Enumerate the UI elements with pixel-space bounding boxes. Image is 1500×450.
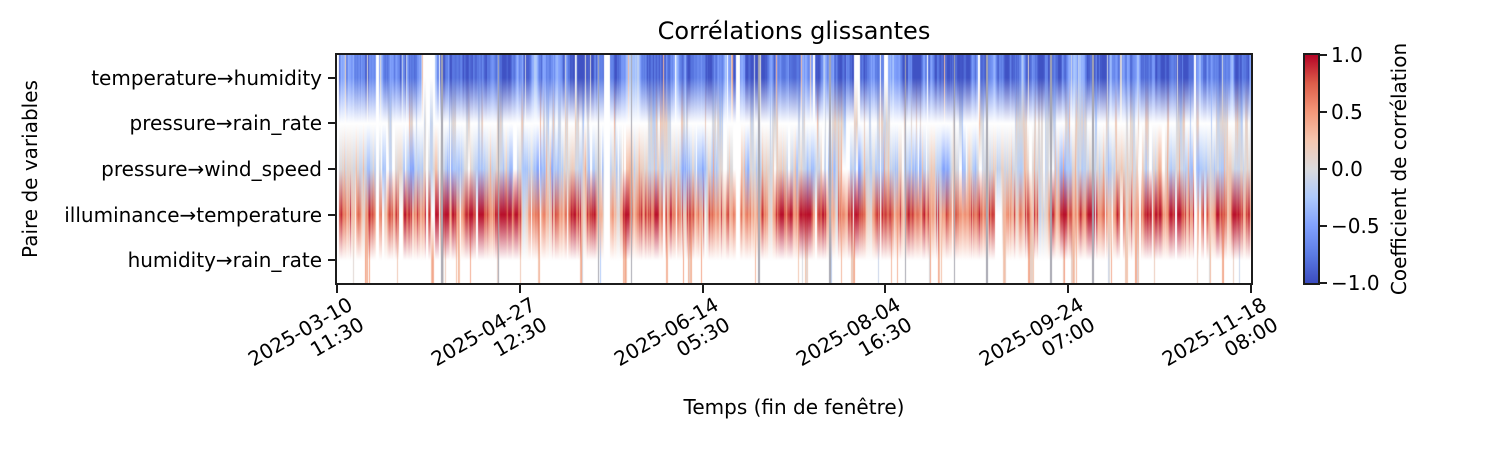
y-tick-mark [328,122,335,125]
colorbar-tick-label: −1.0 [1331,271,1380,295]
colorbar-label: Coefficient de corrélation [1387,42,1411,296]
colorbar-gradient [1305,55,1318,283]
x-tick-label: 2025-06-14 05:30 [520,292,733,443]
heatmap-plot-area [335,53,1253,285]
colorbar-tick-mark [1320,225,1327,227]
colorbar-tick-mark [1320,111,1327,113]
colorbar-tick-mark [1320,282,1327,284]
x-tick-label: 2025-08-04 16:30 [703,292,916,443]
colorbar-tick-mark [1320,54,1327,56]
heatmap-canvas [337,55,1251,283]
x-tick-label: 2025-03-10 11:30 [154,292,368,443]
y-tick-label: humidity→rain_rate [127,248,322,273]
x-tick-mark [1067,285,1070,293]
x-tick-label: 2025-04-27 12:30 [337,292,551,443]
colorbar [1303,53,1320,285]
chart-title: Corrélations glissantes [657,17,931,45]
y-tick-mark [328,259,335,262]
colorbar-tick-label: 0.0 [1331,157,1363,181]
colorbar-tick-label: 0.5 [1331,100,1363,124]
x-tick-label: 2025-09-24 07:00 [886,292,1099,443]
y-tick-mark [328,168,335,170]
y-tick-label: illuminance→temperature [64,202,322,227]
x-tick-date: 2025-03-10 [243,292,357,372]
x-axis-label: Temps (fin de fenêtre) [683,395,905,419]
y-tick-label: pressure→rain_rate [129,111,322,136]
x-tick-mark [336,285,338,293]
colorbar-tick-label: −0.5 [1331,214,1380,238]
x-tick-mark [518,285,521,293]
colorbar-tick-mark [1320,168,1327,170]
y-tick-label: pressure→wind_speed [101,157,322,181]
colorbar-tick-label: 1.0 [1331,43,1363,67]
x-tick-mark [1250,285,1252,293]
y-tick-mark [328,213,335,216]
y-tick-label: temperature→humidity [91,65,322,90]
x-tick-label: 2025-11-18 08:00 [1068,292,1282,443]
y-tick-mark [328,76,335,79]
x-tick-mark [701,285,704,293]
x-tick-mark [884,285,887,293]
